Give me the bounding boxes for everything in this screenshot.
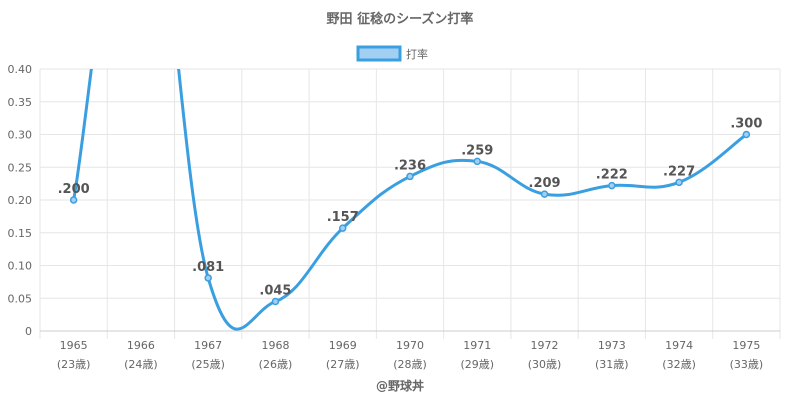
data-point[interactable] [271,297,280,306]
y-tick-label: 0.35 [8,96,33,109]
data-point[interactable] [675,178,683,187]
x-tick-label: 1966 [127,339,155,352]
gridlines [39,68,781,339]
x-tick-label: 1975 [732,339,760,352]
y-tick-label: 0.15 [8,227,33,240]
x-tick-sublabel: (30歳) [528,358,562,371]
data-point[interactable] [204,274,212,282]
data-label: .081 [192,260,224,275]
y-tick-label: 0.30 [8,129,33,142]
x-tick-sublabel: (27歳) [326,358,360,371]
data-point[interactable] [473,157,482,166]
x-tick-label: 1974 [665,339,693,352]
data-labels: .200 .081 .045 .157 .236 .259 .209 .222 .227 .300 [58,117,763,299]
x-tick-sublabel: (25歳) [191,358,225,371]
x-tick-sublabel: (32歳) [662,358,696,371]
x-tick-label: 1965 [60,339,88,352]
data-point[interactable] [406,172,414,181]
data-points [69,130,751,306]
x-tick-sublabel: (31歳) [595,358,629,371]
data-point[interactable] [338,224,347,232]
data-label: .209 [529,176,561,191]
data-label: .236 [394,158,426,173]
legend[interactable]: 打率 [356,45,428,62]
data-point[interactable] [69,196,78,204]
y-tick-label: 0.20 [8,194,33,207]
data-point[interactable] [742,130,751,139]
y-tick-label: 0.10 [8,260,33,273]
data-label: .200 [58,182,90,197]
credit: @野球丼 [376,378,424,393]
x-tick-label: 1970 [396,339,424,352]
x-tick-label: 1972 [531,339,559,352]
x-tick-label: 1973 [598,339,626,352]
x-tick-label: 1971 [463,339,491,352]
data-point[interactable] [540,190,549,198]
legend-label: 打率 [406,47,428,61]
legend-swatch [356,45,402,62]
y-tick-label: 0.05 [8,292,33,305]
x-tick-sublabel: (29歳) [460,358,494,371]
data-point[interactable] [608,181,616,190]
x-tick-sublabel: (23歳) [57,358,91,371]
data-label: .222 [596,168,628,183]
data-label: .227 [663,164,695,179]
chart-title: 野田 征稔のシーズン打率 [327,11,474,27]
x-tick-sublabel: (33歳) [730,358,764,371]
y-axis-ticks: 0 0.05 0.10 0.15 0.20 0.25 0.30 0.35 0.40 [8,63,33,338]
x-axis-ticks: 1965 (23歳) 1966 (24歳) 1967 (25歳) 1968 (26歳) 1969… [57,339,763,371]
data-label: .300 [730,117,762,132]
y-tick-label: 0.40 [8,63,33,76]
data-label: .259 [461,143,493,158]
x-tick-sublabel: (28歳) [393,358,427,371]
x-tick-label: 1967 [194,339,222,352]
y-tick-label: 0.25 [8,161,33,174]
y-tick-label: 0 [25,325,32,338]
x-tick-label: 1969 [329,339,357,352]
x-tick-sublabel: (24歳) [124,358,158,371]
data-label: .157 [327,210,359,225]
x-tick-label: 1968 [261,339,289,352]
data-label: .045 [259,284,291,299]
x-tick-sublabel: (26歳) [259,358,293,371]
